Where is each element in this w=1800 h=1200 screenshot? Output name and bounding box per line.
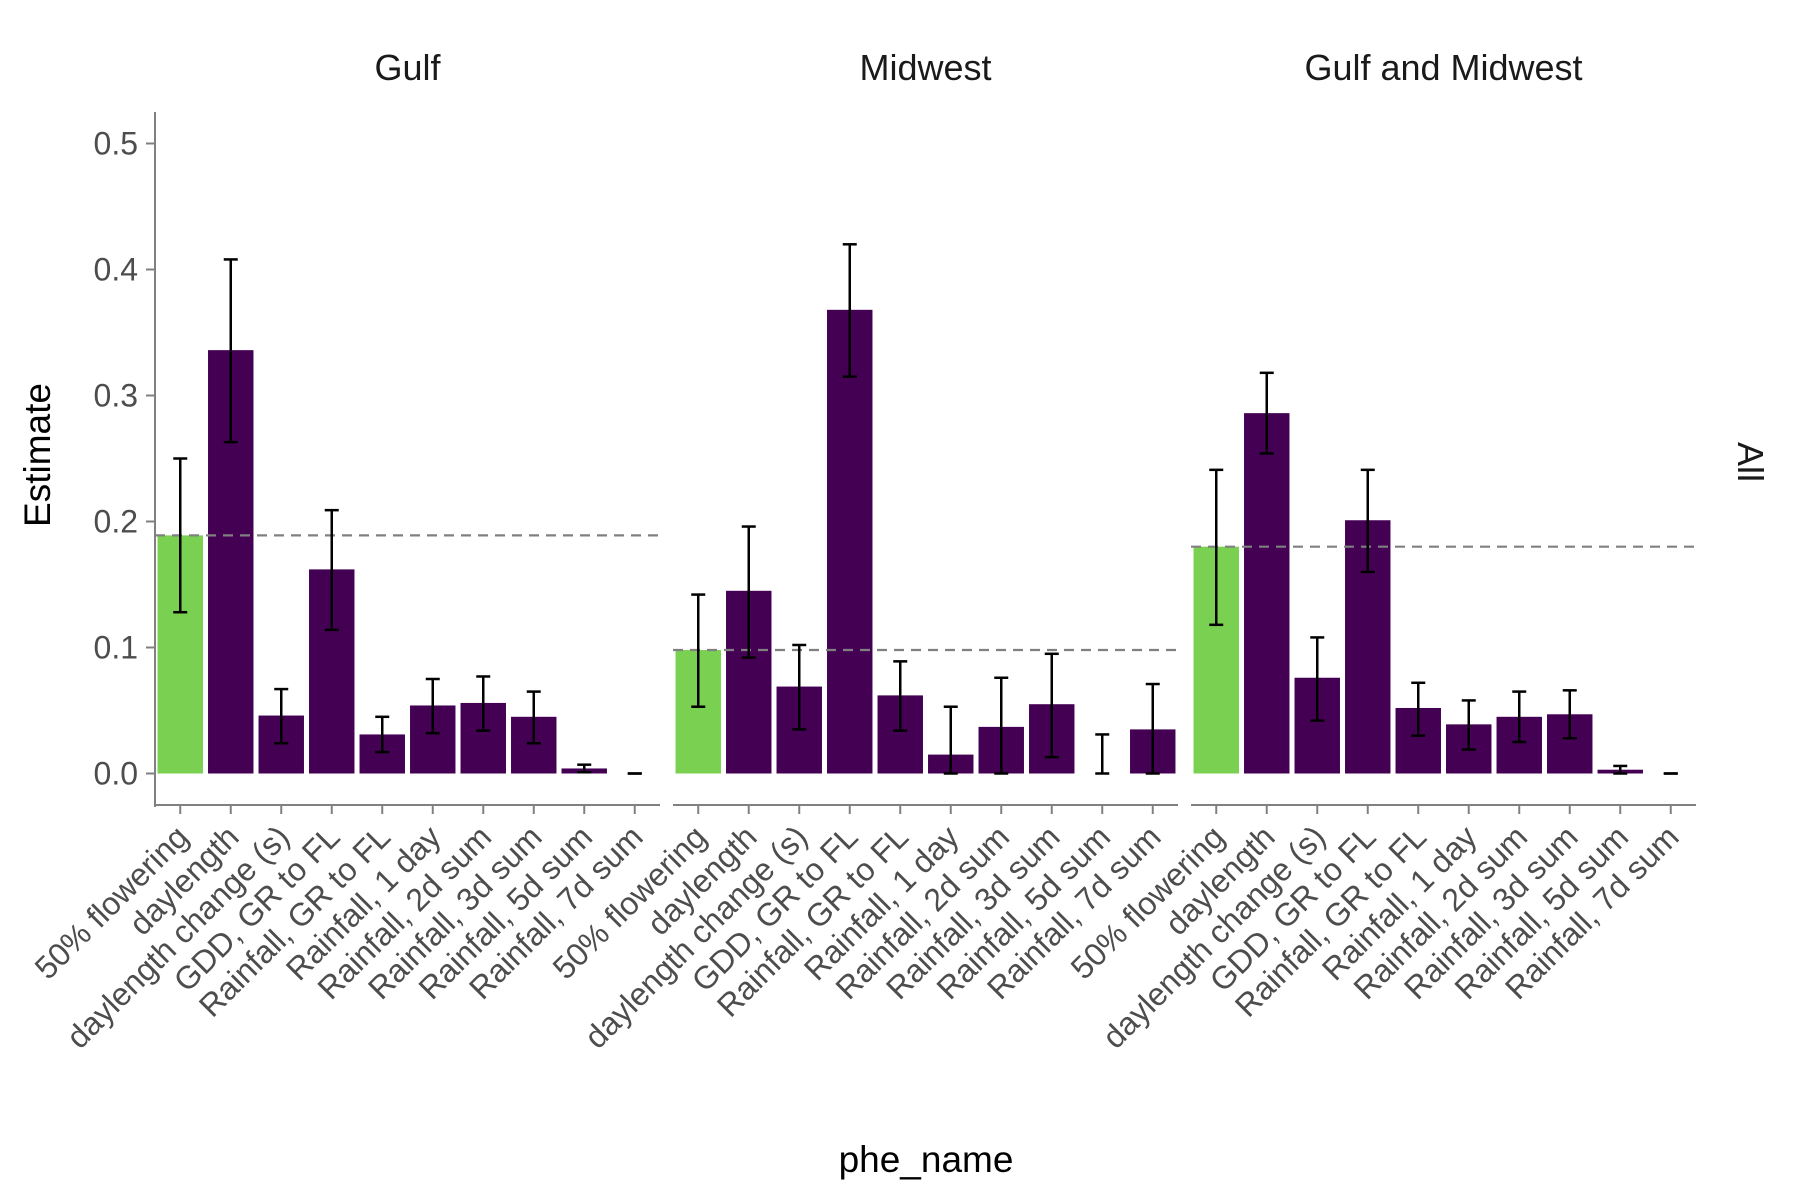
error-bar: [577, 763, 592, 774]
error-bar: [1209, 468, 1224, 627]
error-bar: [1044, 652, 1059, 759]
error-bar: [223, 258, 238, 444]
y-axis-title: Estimate: [17, 383, 58, 527]
error-bar: [375, 715, 390, 754]
error-bar: [1095, 733, 1110, 775]
error-bar: [1411, 681, 1426, 737]
y-tick-label: 0.2: [94, 504, 138, 540]
error-bar: [691, 593, 706, 708]
facet-title: Gulf and Midwest: [1304, 47, 1582, 88]
error-bar: [943, 705, 958, 775]
facet-strip-label: All: [1730, 442, 1771, 482]
error-bar: [1562, 689, 1577, 740]
error-bar: [1461, 699, 1476, 751]
error-bar: [792, 643, 807, 731]
error-bar: [173, 457, 188, 614]
error-bar: [526, 690, 541, 745]
bar: [827, 309, 873, 774]
error-bar: [1512, 690, 1527, 744]
y-tick-label: 0.4: [94, 252, 138, 288]
facet-title: Midwest: [859, 47, 991, 88]
error-bar: [1145, 682, 1160, 775]
error-bar: [274, 687, 289, 745]
error-bar: [741, 525, 756, 659]
error-bar: [893, 660, 908, 732]
y-tick-label: 0.0: [94, 756, 138, 792]
error-bar: [1360, 468, 1375, 574]
error-bar: [324, 508, 339, 632]
error-bar: [425, 677, 440, 735]
y-tick-label: 0.5: [94, 126, 138, 162]
error-bar: [1259, 371, 1274, 455]
error-bar: [994, 676, 1009, 775]
y-tick-label: 0.3: [94, 378, 138, 414]
y-axis: 0.0 0.1 0.2 0.3 0.4 0.5: [94, 112, 156, 807]
error-bar: [1613, 764, 1628, 775]
error-bar: [476, 675, 491, 732]
error-bar: [842, 243, 857, 378]
facet-title: Gulf: [374, 47, 441, 88]
y-tick-label: 0.1: [94, 630, 138, 666]
error-bar: [1310, 636, 1325, 722]
bar: [1244, 413, 1290, 774]
x-axis-title: phe_name: [839, 1139, 1014, 1180]
